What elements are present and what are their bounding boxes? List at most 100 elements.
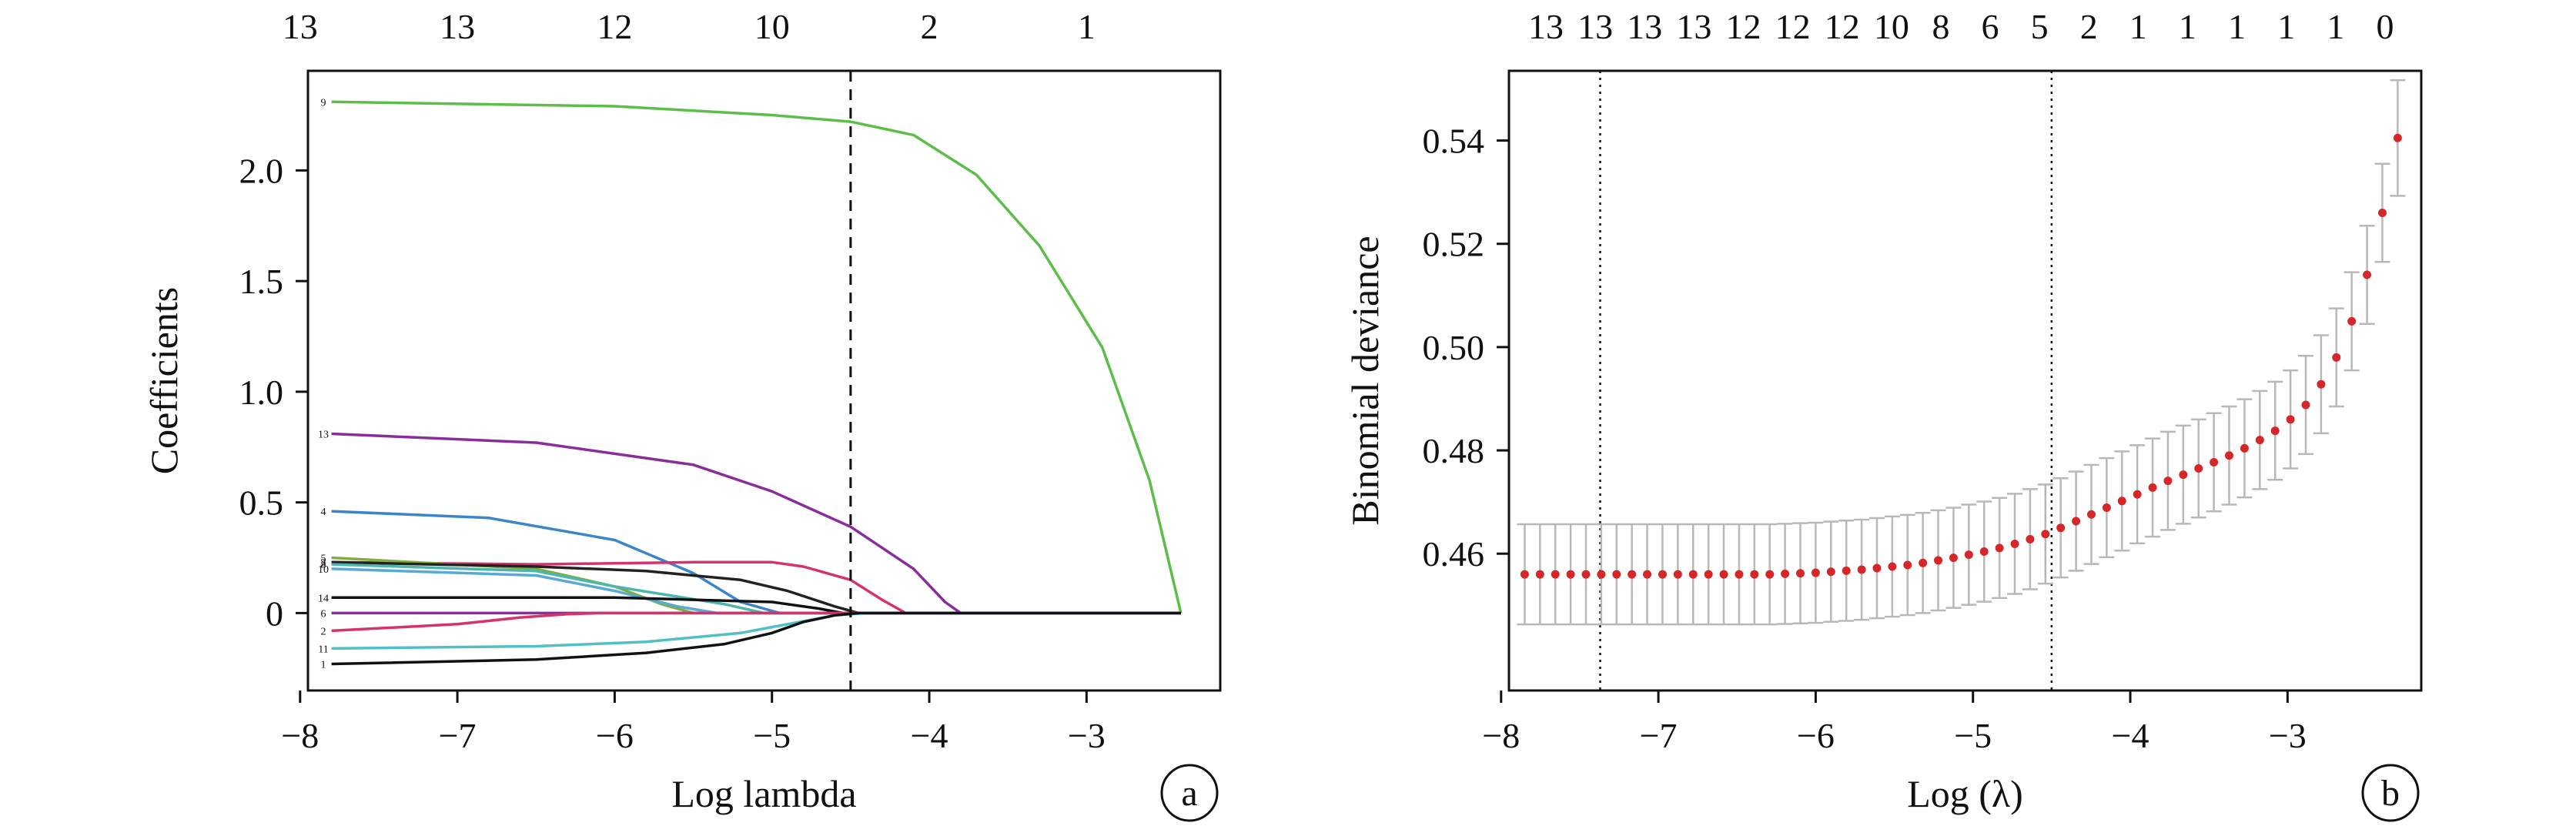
- deviance-point: [2148, 483, 2157, 492]
- curve-label-9: 9: [321, 97, 326, 109]
- b-top-label: 1: [2228, 7, 2246, 46]
- a-x-tick-label: −4: [911, 716, 948, 755]
- deviance-point: [2072, 517, 2081, 526]
- panel-b-y-ticks: 0.46 0.48 0.50 0.52 0.54: [1423, 122, 1509, 574]
- b-top-label: 1: [2179, 7, 2196, 46]
- deviance-point: [2041, 530, 2050, 539]
- panel-b-x-ticks: −8 −7 −6 −5 −4 −3: [1482, 691, 2307, 755]
- deviance-point: [1612, 570, 1621, 579]
- deviance-point: [1842, 566, 1851, 575]
- deviance-point: [2086, 510, 2096, 519]
- deviance-point: [2163, 477, 2173, 486]
- b-x-tick-label: −5: [1954, 716, 1992, 755]
- deviance-point: [2026, 534, 2035, 543]
- deviance-point: [2240, 443, 2249, 453]
- deviance-point: [1658, 570, 1667, 579]
- deviance-point: [1826, 567, 1835, 577]
- deviance-point: [2270, 426, 2280, 436]
- a-y-tick-label: 0: [266, 594, 283, 633]
- panel-b-error-bars: [1517, 79, 2406, 626]
- panel-b-top-axis-labels: 13 13 13 13 12 12 12 10 8 6 5 2 1 1 1 1 1 0: [1528, 7, 2394, 46]
- curve-1: [331, 611, 1181, 666]
- deviance-point: [2377, 208, 2387, 217]
- b-x-tick-label: −7: [1640, 716, 1678, 755]
- a-y-tick-label: 0.5: [239, 483, 284, 523]
- deviance-point: [1551, 570, 1560, 579]
- b-x-tick-label: −8: [1482, 716, 1520, 755]
- deviance-point: [1673, 570, 1682, 579]
- deviance-point: [2332, 353, 2341, 362]
- a-y-tick-label: 1.5: [239, 262, 284, 301]
- panel-b-badge-letter: b: [2381, 773, 2400, 814]
- panel-a-x-axis-title: Log lambda: [671, 772, 856, 815]
- b-top-label: 1: [2129, 7, 2147, 46]
- b-y-tick-label: 0.48: [1423, 431, 1485, 470]
- a-top-label: 1: [1078, 7, 1096, 46]
- b-top-label: 13: [1627, 7, 1662, 46]
- a-x-tick-label: −6: [596, 716, 634, 755]
- panel-a-curves: [331, 100, 1183, 666]
- b-y-tick-label: 0.54: [1423, 122, 1485, 161]
- deviance-point: [1581, 570, 1591, 579]
- deviance-point: [2225, 451, 2234, 460]
- panel-a-badge-letter: a: [1181, 773, 1197, 814]
- b-x-tick-label: −6: [1797, 716, 1835, 755]
- panel-a-x-ticks: −8 −7 −6 −5 −4 −3: [281, 691, 1106, 755]
- deviance-point: [1628, 570, 1637, 579]
- deviance-point: [1735, 570, 1744, 579]
- panel-b-frame: [1507, 69, 2423, 692]
- deviance-point: [2010, 539, 2019, 548]
- panel-b-cross-validation: 13 13 13 13 12 12 12 10 8 6 5 2 1 1 1 1 1 0 −8 −7 −6 −5 −4 −3 …: [1343, 7, 2423, 822]
- deviance-point: [1949, 553, 1958, 563]
- b-top-label: 13: [1577, 7, 1613, 46]
- panel-a-frame: [306, 69, 1222, 692]
- b-top-label: 13: [1676, 7, 1711, 46]
- curve-9: [331, 100, 1183, 614]
- deviance-point: [1704, 570, 1713, 579]
- b-top-label: 13: [1528, 7, 1564, 46]
- panel-b-badge-circle: [2361, 764, 2420, 822]
- deviance-point: [1872, 563, 1882, 573]
- a-x-tick-label: −7: [439, 716, 477, 755]
- curve-label-8: 8: [321, 560, 326, 571]
- deviance-point: [2210, 457, 2219, 467]
- deviance-point: [2347, 316, 2357, 326]
- curve-label-1: 1: [321, 660, 326, 671]
- b-x-tick-label: −4: [2112, 716, 2149, 755]
- curve-label-5: 5: [321, 553, 326, 565]
- deviance-point: [2179, 470, 2188, 480]
- deviance-point: [1520, 570, 1529, 579]
- deviance-point: [1934, 556, 1943, 565]
- b-y-tick-label: 0.46: [1423, 534, 1485, 574]
- a-y-tick-label: 1.0: [239, 373, 284, 412]
- curve-label-3: 3: [321, 557, 326, 569]
- panel-b-y-axis-title: Binomial deviance: [1343, 236, 1387, 525]
- deviance-point: [1964, 550, 1973, 560]
- deviance-point: [2393, 133, 2402, 142]
- a-top-label: 12: [597, 7, 632, 46]
- b-top-label: 2: [2080, 7, 2098, 46]
- deviance-point: [2102, 503, 2111, 513]
- curve-label-11: 11: [318, 644, 328, 655]
- deviance-point: [2317, 380, 2326, 389]
- deviance-point: [1811, 568, 1820, 577]
- a-y-tick-label: 2.0: [239, 151, 284, 190]
- deviance-point: [2255, 436, 2264, 445]
- b-top-label: 6: [1982, 7, 1999, 46]
- panel-a-badge-circle: [1160, 764, 1219, 822]
- b-x-tick-label: −3: [2269, 716, 2307, 755]
- deviance-point: [1857, 565, 1866, 574]
- curve-label-13: 13: [318, 430, 329, 441]
- deviance-point: [1566, 570, 1575, 579]
- b-top-label: 10: [1874, 7, 1909, 46]
- deviance-point: [1765, 570, 1775, 579]
- a-top-label: 2: [921, 7, 938, 46]
- deviance-point: [2301, 400, 2310, 410]
- b-y-tick-label: 0.52: [1423, 225, 1485, 264]
- a-top-label: 13: [440, 7, 475, 46]
- a-top-label: 13: [283, 7, 318, 46]
- b-top-label: 12: [1775, 7, 1811, 46]
- curve-label-4: 4: [321, 507, 326, 518]
- deviance-point: [1995, 543, 2004, 553]
